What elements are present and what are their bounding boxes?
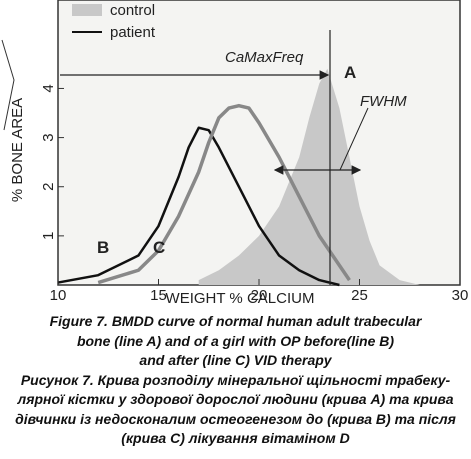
edge-mark <box>1 39 15 131</box>
annotation: FWHM <box>360 93 407 110</box>
annotation: B <box>97 238 109 257</box>
y-tick-label: 1 <box>40 232 57 240</box>
fwhm-pointer <box>339 107 369 171</box>
caption: Figure 7. BMDD curve of normal human adu… <box>0 312 471 449</box>
chart: % BONE AREA WEIGHT % CALCIUM CaMaxFreq A… <box>1 0 469 307</box>
caption-line: and after (line C) VID therapy <box>139 352 332 368</box>
legend-swatch <box>72 4 102 16</box>
area <box>198 68 420 285</box>
annotation: A <box>344 63 356 82</box>
y-tick-label: 3 <box>40 133 57 141</box>
y-axis-label: % BONE AREA <box>9 98 26 202</box>
x-axis-label: WEIGHT % CALCIUM <box>166 290 315 307</box>
caption-line: лярної кістки у здорової дорослої людини… <box>17 391 454 407</box>
x-tick-label: 10 <box>50 287 67 304</box>
caption-line: bone (line A) and of a girl with OP befo… <box>76 332 395 349</box>
plot-area <box>57 68 420 287</box>
caption-line: Рисунок 7. Крива розподілу мінеральної щ… <box>20 371 451 388</box>
legend-label: patient <box>110 24 156 41</box>
y-tick-label: 4 <box>40 84 57 92</box>
annotation: C <box>153 238 165 257</box>
x-tick-label: 20 <box>251 287 268 304</box>
x-tick-label: 15 <box>150 287 167 304</box>
annotation: CaMaxFreq <box>225 49 304 66</box>
x-tick-label: 25 <box>351 287 368 304</box>
caption-line: Figure 7. BMDD curve of normal human adu… <box>49 313 422 329</box>
line <box>57 126 340 287</box>
legend-label: control <box>110 2 155 19</box>
line <box>97 103 351 285</box>
x-tick-label: 30 <box>452 287 469 304</box>
y-tick-label: 2 <box>40 183 57 191</box>
caption-line: дівчинки із недосконалим остеогенезом до… <box>15 410 456 427</box>
caption-line: (крива С) лікування вітаміном D <box>121 430 350 446</box>
